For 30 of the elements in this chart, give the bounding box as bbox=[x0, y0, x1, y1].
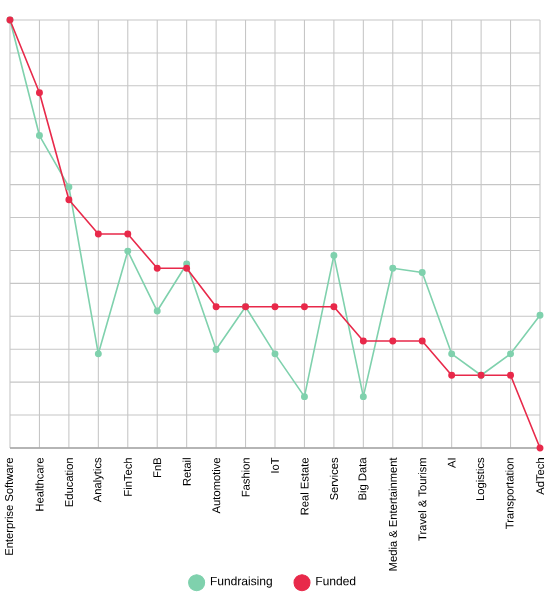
point bbox=[507, 350, 515, 358]
point bbox=[359, 393, 367, 401]
point bbox=[330, 251, 338, 259]
point bbox=[389, 337, 397, 345]
point bbox=[536, 444, 544, 452]
point bbox=[418, 337, 426, 345]
point bbox=[124, 230, 132, 238]
point bbox=[300, 303, 308, 311]
point bbox=[94, 350, 102, 358]
point bbox=[35, 89, 43, 97]
point bbox=[271, 350, 279, 358]
point bbox=[35, 132, 43, 140]
point bbox=[418, 269, 426, 276]
point bbox=[389, 264, 397, 272]
point bbox=[65, 183, 73, 191]
point bbox=[212, 346, 220, 354]
point bbox=[212, 303, 220, 311]
point bbox=[153, 264, 161, 272]
point bbox=[330, 303, 338, 311]
point bbox=[153, 307, 161, 315]
point bbox=[359, 337, 367, 345]
point bbox=[448, 371, 456, 379]
point bbox=[124, 247, 132, 255]
point bbox=[536, 311, 544, 319]
point bbox=[507, 371, 515, 379]
point bbox=[271, 303, 279, 311]
point bbox=[65, 196, 73, 204]
point bbox=[448, 350, 456, 358]
point bbox=[300, 393, 308, 401]
point bbox=[94, 230, 102, 238]
